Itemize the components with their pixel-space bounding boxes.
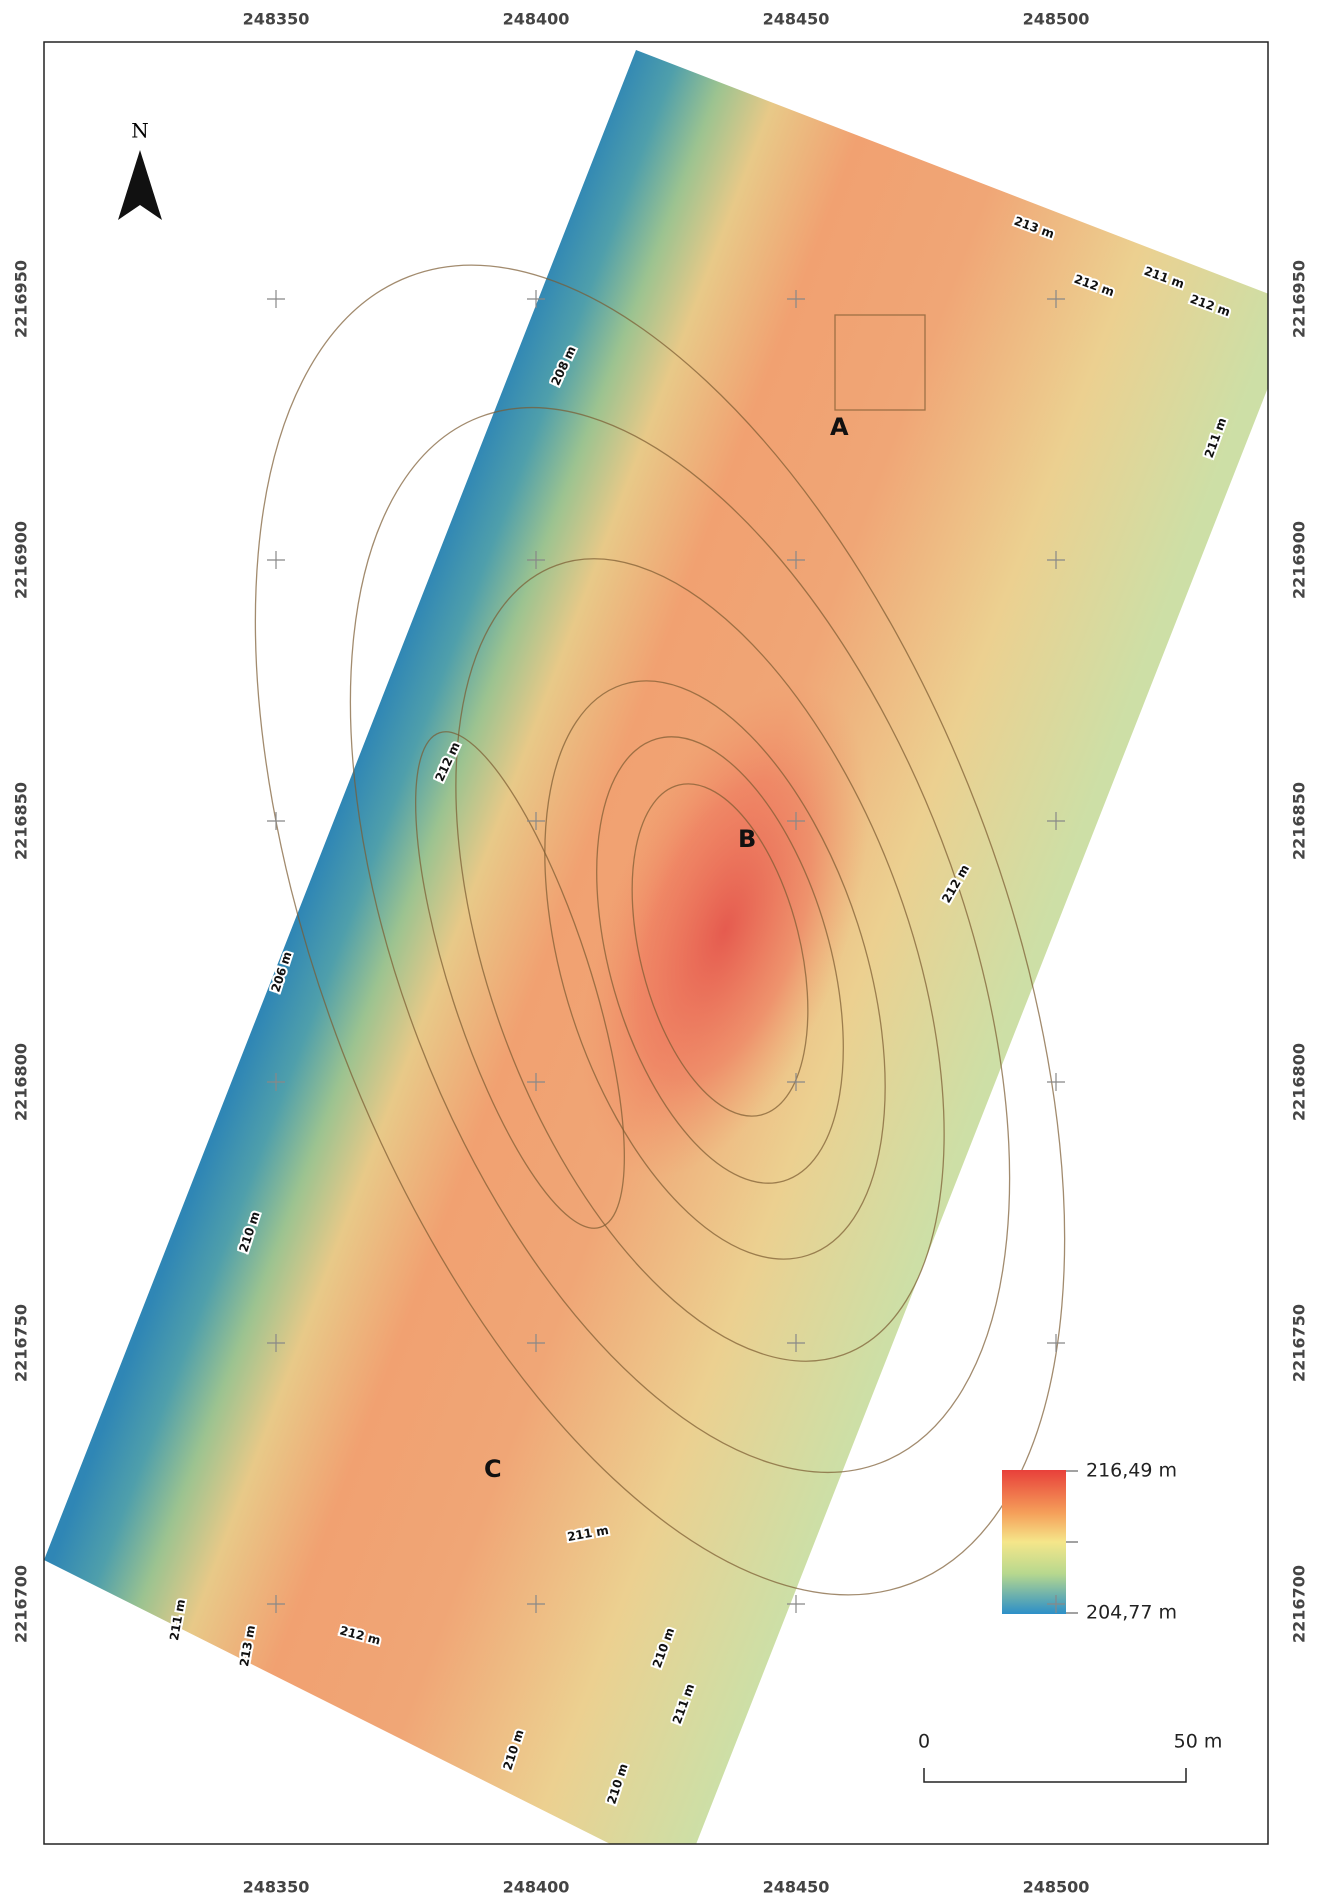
grid-cross: [1047, 1073, 1065, 1091]
x-coord-label: 248400: [503, 1878, 570, 1897]
scale-start: 0: [918, 1731, 930, 1753]
grid-cross: [267, 812, 285, 830]
y-coord-label: 2216900: [12, 521, 31, 599]
arrow-right: [140, 150, 162, 220]
site-label: A: [830, 413, 849, 441]
y-coord-label: 2216700: [12, 1565, 31, 1643]
x-coord-label: 248450: [763, 1878, 830, 1897]
grid-cross: [267, 290, 285, 308]
north-label: N: [131, 119, 149, 143]
scale-line: [924, 1768, 1186, 1782]
y-coord-label: 2216800: [12, 1043, 31, 1121]
x-coord-label: 248500: [1023, 1878, 1090, 1897]
y-coord-label: 2216950: [1290, 260, 1309, 338]
x-coord-label: 248500: [1023, 10, 1090, 29]
y-coord-label: 2216850: [12, 782, 31, 860]
site-label: B: [738, 825, 756, 853]
y-coord-label: 2216850: [1290, 782, 1309, 860]
x-coord-label: 248450: [763, 10, 830, 29]
grid-cross: [267, 551, 285, 569]
y-coord-label: 2216750: [12, 1304, 31, 1382]
x-coord-label: 248400: [503, 10, 570, 29]
y-coord-label: 2216900: [1290, 521, 1309, 599]
scale-bar: 0 50 m: [918, 1731, 1222, 1783]
x-coord-label: 248350: [243, 10, 310, 29]
legend-min: 204,77 m: [1086, 1602, 1177, 1624]
north-arrow: N: [118, 119, 162, 221]
x-coord-label: 248350: [243, 1878, 310, 1897]
y-coord-label: 2216750: [1290, 1304, 1309, 1382]
y-coord-label: 2216950: [12, 260, 31, 338]
color-ramp: [1002, 1470, 1066, 1614]
map-figure: N 213 m 212 m 211 m 212 m 211 m 208 m 21…: [0, 0, 1338, 1903]
y-coord-label: 2216800: [1290, 1043, 1309, 1121]
scale-end: 50 m: [1174, 1731, 1223, 1753]
arrow-left: [118, 150, 140, 220]
grid-cross: [1047, 1334, 1065, 1352]
y-coord-label: 2216700: [1290, 1565, 1309, 1643]
site-label: C: [484, 1455, 502, 1483]
legend: 216,49 m 204,77 m: [1002, 1460, 1177, 1624]
legend-max: 216,49 m: [1086, 1460, 1177, 1482]
